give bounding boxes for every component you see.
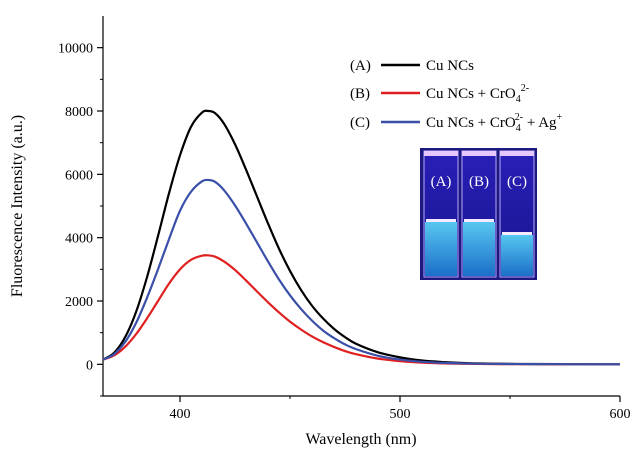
vial-a-label: (A) — [431, 174, 452, 190]
vial-c-liquid — [501, 235, 533, 276]
vial-c-label: (C) — [507, 174, 527, 190]
vial-a-meniscus — [426, 219, 456, 222]
x-tick-label: 400 — [170, 407, 191, 422]
vial-b-label: (B) — [469, 174, 489, 190]
y-tick-label: 10000 — [58, 42, 93, 57]
legend: (A) Cu NCs (B) Cu NCs + CrO42- (C) Cu NC… — [350, 58, 563, 134]
x-tick-label: 500 — [390, 407, 411, 422]
legend-label-b-main: Cu NCs + CrO — [426, 86, 516, 102]
x-axis-title: Wavelength (nm) — [305, 431, 416, 448]
legend-item-a: (A) Cu NCs — [350, 58, 474, 74]
vial-b: (B) — [461, 150, 497, 278]
legend-label-c: Cu NCs + CrO42- + Ag+ — [426, 112, 563, 134]
legend-label-c-tail: + Ag — [523, 115, 557, 131]
legend-tag-a: (A) — [350, 58, 371, 74]
vial-b-cap-glow — [462, 151, 496, 156]
inset-vial-photo: (A) (B) (C) — [420, 148, 537, 280]
series-lines — [102, 109, 621, 366]
vial-c-cap-glow — [500, 151, 534, 156]
y-axis-title: Fluorescence Intensity (a.u.) — [9, 115, 26, 297]
legend-label-c-tail-sup: + — [557, 112, 563, 123]
legend-label-b: Cu NCs + CrO42- — [426, 83, 529, 105]
y-tick-label: 0 — [86, 358, 93, 373]
legend-item-c: (C) Cu NCs + CrO42- + Ag+ — [350, 112, 563, 134]
series-line-c — [102, 178, 621, 366]
legend-tag-c: (C) — [350, 115, 370, 131]
x-ticks: 400 500 600 — [170, 396, 630, 422]
legend-label-b-sub: 4 — [516, 94, 521, 105]
vial-c-meniscus — [502, 232, 532, 235]
vial-a-liquid — [425, 222, 457, 276]
vial-b-meniscus — [464, 219, 494, 222]
legend-label-c-main: Cu NCs + CrO — [426, 115, 516, 131]
legend-label-c-sub: 4 — [516, 123, 521, 134]
series-line-b — [102, 254, 621, 366]
vial-c: (C) — [499, 150, 535, 278]
vial-b-liquid — [463, 222, 495, 276]
vial-a-cap-glow — [424, 151, 458, 156]
legend-label-b-sup: 2- — [521, 83, 529, 94]
y-tick-label: 6000 — [65, 168, 93, 183]
y-ticks: 0 2000 4000 6000 8000 10000 — [58, 42, 103, 397]
series-line-a — [102, 109, 621, 366]
y-tick-label: 8000 — [65, 105, 93, 120]
legend-item-b: (B) Cu NCs + CrO42- — [350, 83, 529, 105]
legend-label-c-sup: 2- — [515, 112, 523, 123]
legend-tag-b: (B) — [350, 86, 370, 102]
x-tick-label: 600 — [610, 407, 630, 422]
vial-a: (A) — [423, 150, 459, 278]
legend-label-a: Cu NCs — [426, 58, 474, 74]
y-tick-label: 2000 — [65, 295, 93, 310]
y-tick-label: 4000 — [65, 232, 93, 247]
